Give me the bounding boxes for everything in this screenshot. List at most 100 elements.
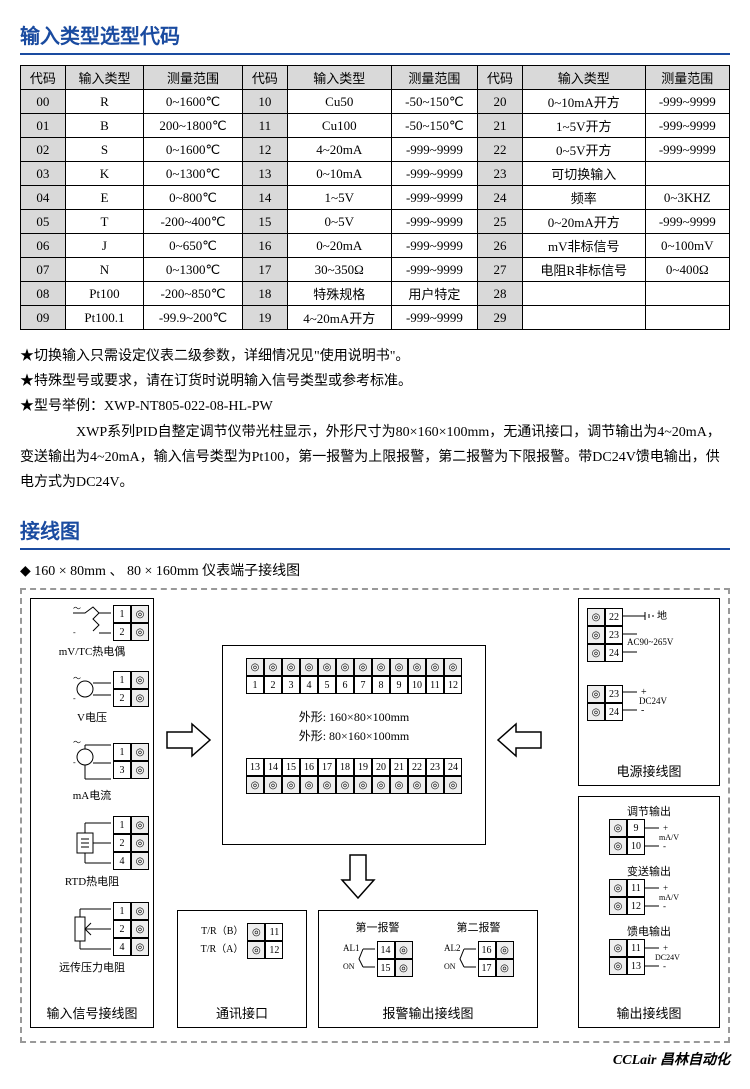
svg-text:mA/V: mA/V — [659, 893, 679, 902]
section-title-1: 输入类型选型代码 — [20, 20, 730, 55]
table-cell: 23 — [478, 162, 523, 186]
table-row: 04E0~800℃141~5V-999~999924频率0~3KHZ — [21, 186, 730, 210]
table-row: 09Pt100.1-99.9~200℃194~20mA开方-999~999929 — [21, 306, 730, 330]
ac-power-icon: 地 AC90~265V — [623, 607, 685, 663]
svg-text:+: + — [663, 823, 668, 833]
table-cell: 24 — [478, 186, 523, 210]
table-cell: 200~1800℃ — [144, 114, 243, 138]
table-cell: -200~400℃ — [144, 210, 243, 234]
table-cell: -999~9999 — [391, 234, 477, 258]
thermocouple-icon: ～- — [71, 605, 113, 641]
table-cell: E — [65, 186, 143, 210]
table-cell: -999~9999 — [645, 210, 729, 234]
rtd-label: RTD热电阻 — [35, 873, 149, 889]
table-cell: 1~5V — [287, 186, 391, 210]
current-icon: ～- — [71, 737, 113, 785]
table-cell: N — [65, 258, 143, 282]
table-cell: 09 — [21, 306, 66, 330]
svg-text:-: - — [73, 758, 76, 767]
svg-text:DC24V: DC24V — [655, 953, 680, 962]
table-cell — [522, 282, 645, 306]
table-cell: -999~9999 — [391, 210, 477, 234]
table-cell — [522, 306, 645, 330]
table-header: 代码 — [242, 66, 287, 90]
alarm2-icon: AL2 ON — [444, 939, 478, 979]
svg-text:AL1: AL1 — [343, 943, 360, 953]
table-cell: 25 — [478, 210, 523, 234]
input-panel-title: 输入信号接线图 — [31, 1000, 153, 1025]
svg-text:ON: ON — [343, 962, 355, 971]
arrow-left-icon — [496, 720, 546, 760]
table-cell — [645, 162, 729, 186]
table-header: 输入类型 — [522, 66, 645, 90]
input-type-table: 代码输入类型测量范围代码输入类型测量范围代码输入类型测量范围 00R0~1600… — [20, 65, 730, 330]
table-cell: 0~5V — [287, 210, 391, 234]
table-cell: Cu100 — [287, 114, 391, 138]
table-cell: 0~1600℃ — [144, 138, 243, 162]
table-cell: -999~9999 — [391, 162, 477, 186]
table-cell: 4~20mA — [287, 138, 391, 162]
table-cell: -99.9~200℃ — [144, 306, 243, 330]
table-cell: 0~1600℃ — [144, 90, 243, 114]
table-cell: -999~9999 — [391, 186, 477, 210]
note-1: ★切换输入只需设定仪表二级参数，详细情况见"使用说明书"。 — [20, 344, 730, 369]
table-cell: -999~9999 — [391, 138, 477, 162]
table-cell: 0~10mA开方 — [522, 90, 645, 114]
table-cell: 29 — [478, 306, 523, 330]
table-cell: 0~5V开方 — [522, 138, 645, 162]
table-cell: 用户特定 — [391, 282, 477, 306]
table-cell — [645, 282, 729, 306]
wiring-subtitle: ◆ 160 × 80mm 、 80 × 160mm 仪表端子接线图 — [20, 560, 730, 580]
svg-text:-: - — [73, 628, 76, 637]
table-row: 00R0~1600℃10Cu50-50~150℃200~10mA开方-999~9… — [21, 90, 730, 114]
table-cell: Pt100.1 — [65, 306, 143, 330]
arrow-right-icon — [162, 720, 212, 760]
svg-text:AC90~265V: AC90~265V — [627, 637, 674, 647]
table-cell: 10 — [242, 90, 287, 114]
wiring-diagram: ～- 1◎2◎ mV/TC热电偶 ～- 1◎2◎ V电压 ～- 1◎3◎ mA电… — [20, 588, 730, 1043]
dc-power-icon: +-DC24V — [623, 683, 685, 723]
table-cell: 03 — [21, 162, 66, 186]
table-cell: 26 — [478, 234, 523, 258]
alarm1-icon: AL1 ON — [343, 939, 377, 979]
svg-text:～: ～ — [73, 738, 81, 747]
table-cell: 0~400Ω — [645, 258, 729, 282]
table-cell: 0~1300℃ — [144, 162, 243, 186]
voltage-label: V电压 — [35, 709, 149, 725]
table-cell: R — [65, 90, 143, 114]
table-header: 测量范围 — [144, 66, 243, 90]
table-row: 06J0~650℃160~20mA-999~999926mV非标信号0~100m… — [21, 234, 730, 258]
svg-text:-: - — [73, 694, 76, 703]
table-cell: 21 — [478, 114, 523, 138]
input-signal-panel: ～- 1◎2◎ mV/TC热电偶 ～- 1◎2◎ V电压 ～- 1◎3◎ mA电… — [30, 598, 154, 1028]
svg-text:mA/V: mA/V — [659, 833, 679, 842]
center-terminal-panel: ◎◎◎◎◎◎◎◎◎◎◎◎123456789101112 外形: 160×80×1… — [222, 645, 486, 845]
table-header: 代码 — [478, 66, 523, 90]
table-header: 代码 — [21, 66, 66, 90]
table-cell: 19 — [242, 306, 287, 330]
table-cell: 特殊规格 — [287, 282, 391, 306]
table-cell: B — [65, 114, 143, 138]
remote-label: 远传压力电阻 — [35, 959, 149, 975]
table-cell: 0~20mA开方 — [522, 210, 645, 234]
table-cell: J — [65, 234, 143, 258]
center-shape-1: 外形: 160×80×100mm — [235, 708, 473, 725]
svg-text:DC24V: DC24V — [639, 696, 668, 706]
table-row: 05T-200~400℃150~5V-999~9999250~20mA开方-99… — [21, 210, 730, 234]
table-cell — [645, 306, 729, 330]
svg-text:～: ～ — [73, 605, 81, 613]
svg-text:ON: ON — [444, 962, 456, 971]
table-cell: 08 — [21, 282, 66, 306]
table-cell: 01 — [21, 114, 66, 138]
table-cell: 0~800℃ — [144, 186, 243, 210]
center-shape-2: 外形: 80×160×100mm — [235, 727, 473, 744]
table-cell: 18 — [242, 282, 287, 306]
table-cell: -999~9999 — [645, 114, 729, 138]
svg-text:-: - — [663, 901, 666, 911]
svg-text:地: 地 — [657, 609, 667, 622]
svg-text:AL2: AL2 — [444, 943, 461, 953]
table-cell: 30~350Ω — [287, 258, 391, 282]
table-cell: 0~1300℃ — [144, 258, 243, 282]
table-cell: -999~9999 — [645, 138, 729, 162]
notes-block: ★切换输入只需设定仪表二级参数，详细情况见"使用说明书"。 ★特殊型号或要求，请… — [20, 344, 730, 495]
